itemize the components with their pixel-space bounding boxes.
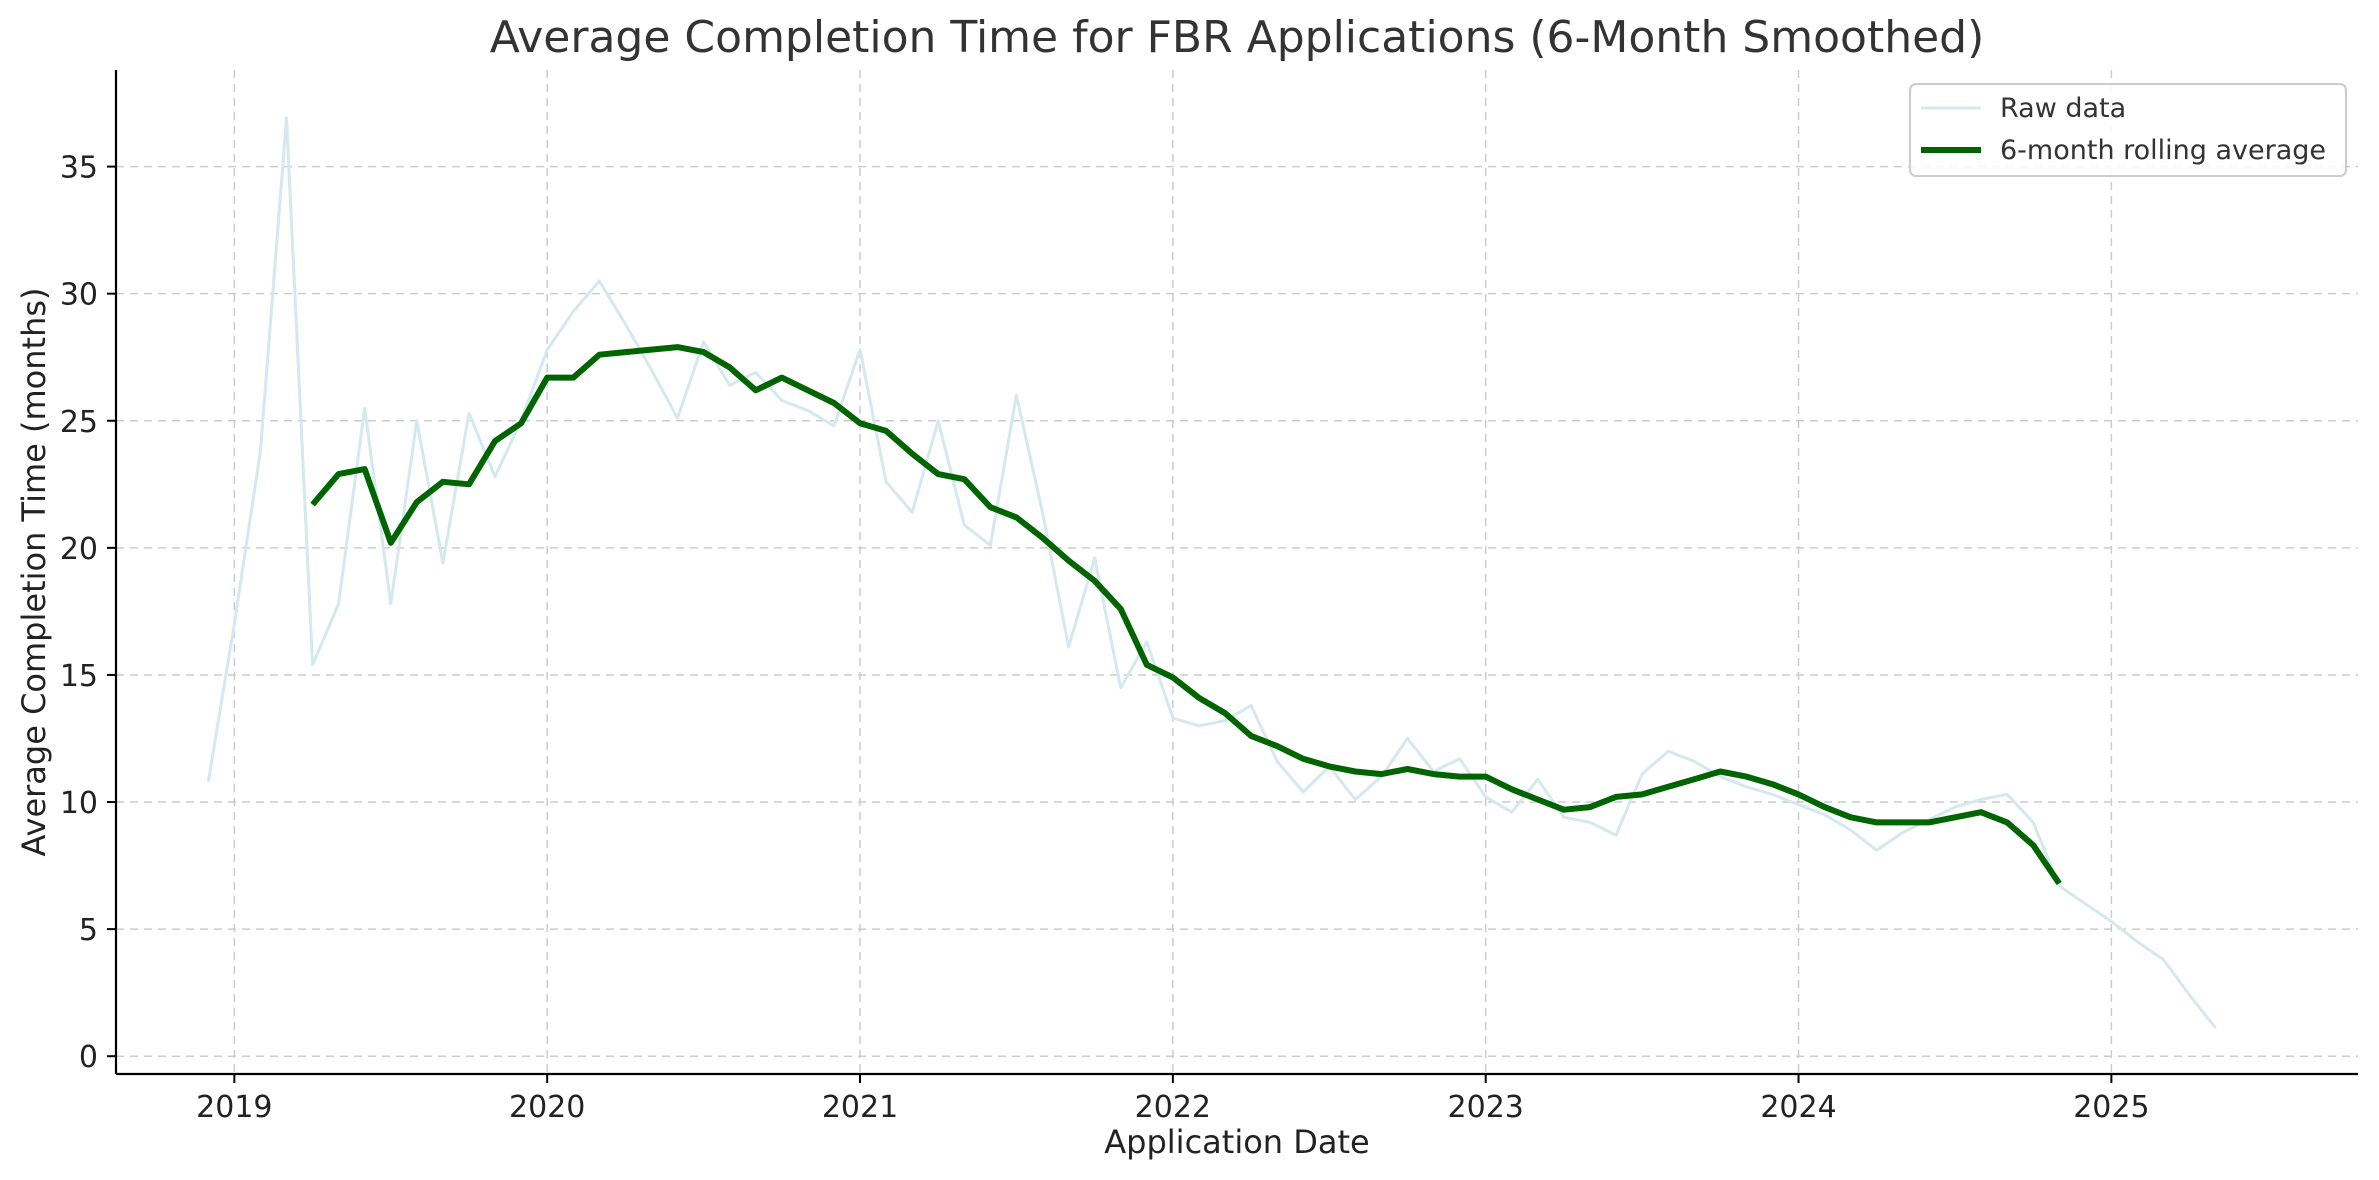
x-axis-label: Application Date (1104, 1123, 1369, 1161)
chart-title: Average Completion Time for FBR Applicat… (490, 12, 1985, 63)
y-tick-label: 20 (60, 532, 98, 567)
series-line-raw (206, 116, 2217, 1030)
legend-label-rolling: 6-month rolling average (2000, 135, 2326, 166)
y-tick-label: 30 (60, 278, 98, 313)
x-ticks: 2019 2020 2021 2022 2023 2024 2025 (196, 1074, 2150, 1125)
x-tick-label: 2021 (822, 1090, 898, 1125)
y-tick-label: 0 (79, 1040, 98, 1075)
x-tick-label: 2020 (509, 1090, 585, 1125)
x-tick-label: 2022 (1135, 1090, 1211, 1125)
y-tick-label: 10 (60, 786, 98, 821)
plot-series (206, 116, 2217, 1030)
x-tick-label: 2025 (2073, 1090, 2149, 1125)
x-tick-label: 2024 (1760, 1090, 1836, 1125)
y-tick-label: 25 (60, 405, 98, 440)
y-tick-label: 35 (60, 151, 98, 186)
y-tick-label: 5 (79, 913, 98, 948)
x-tick-label: 2019 (196, 1090, 272, 1125)
grid (116, 70, 2358, 1074)
legend: Raw data 6-month rolling average (1909, 83, 2347, 177)
y-axis-label: Average Completion Time (months) (15, 287, 53, 856)
y-ticks: 0 5 10 15 20 25 30 35 (60, 151, 116, 1075)
legend-label-raw: Raw data (2000, 93, 2126, 124)
legend-box (1909, 83, 2347, 177)
x-tick-label: 2023 (1448, 1090, 1524, 1125)
series-line-rolling-average (310, 344, 2062, 886)
y-tick-label: 15 (60, 659, 98, 694)
